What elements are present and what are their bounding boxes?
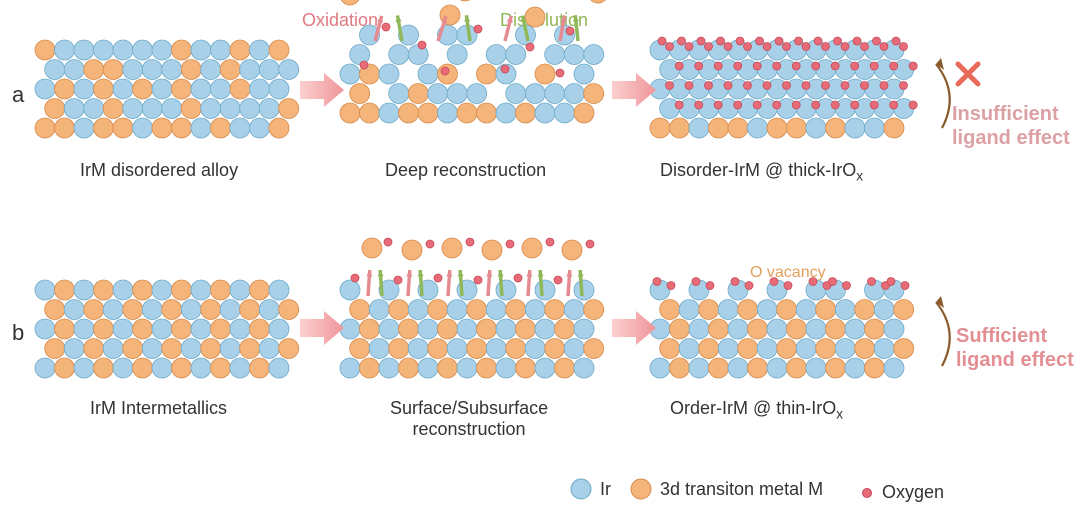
- sufficient-label: Sufficient ligand effect: [956, 324, 1074, 372]
- caption-b2-l2: reconstruction: [413, 419, 526, 439]
- caption-b3: Order-IrM @ thin-IrOx: [670, 398, 843, 422]
- legend-ir-label: Ir: [600, 479, 611, 500]
- caption-b3-sub: x: [836, 407, 843, 422]
- caption-a1: IrM disordered alloy: [80, 160, 238, 181]
- insufficient-l1: Insufficient: [952, 103, 1059, 125]
- caption-a3: Disorder-IrM @ thick-IrOx: [660, 160, 863, 184]
- caption-b3-text: Order-IrM @ thin-IrO: [670, 398, 836, 418]
- legend-m-label: 3d transiton metal M: [660, 479, 823, 500]
- insufficient-l2: ligand effect: [952, 127, 1070, 149]
- legend-o-label: Oxygen: [882, 482, 944, 503]
- caption-a2: Deep reconstruction: [385, 160, 546, 181]
- o-vacancy-label: O vacancy: [750, 264, 826, 282]
- caption-a3-text: Disorder-IrM @ thick-IrO: [660, 160, 856, 180]
- caption-b1: IrM Intermetallics: [90, 398, 227, 419]
- caption-b2-l1: Surface/Subsurface: [390, 398, 548, 418]
- caption-b2: Surface/Subsurface reconstruction: [390, 398, 548, 439]
- legend-m: 3d transiton metal M: [630, 478, 823, 500]
- sufficient-l2: ligand effect: [956, 349, 1074, 371]
- sufficient-l1: Sufficient: [956, 325, 1047, 347]
- legend-o: Oxygen: [860, 482, 944, 503]
- insufficient-label: Insufficient ligand effect: [952, 102, 1070, 150]
- legend-ir: Ir: [570, 478, 611, 500]
- caption-a3-sub: x: [856, 169, 863, 184]
